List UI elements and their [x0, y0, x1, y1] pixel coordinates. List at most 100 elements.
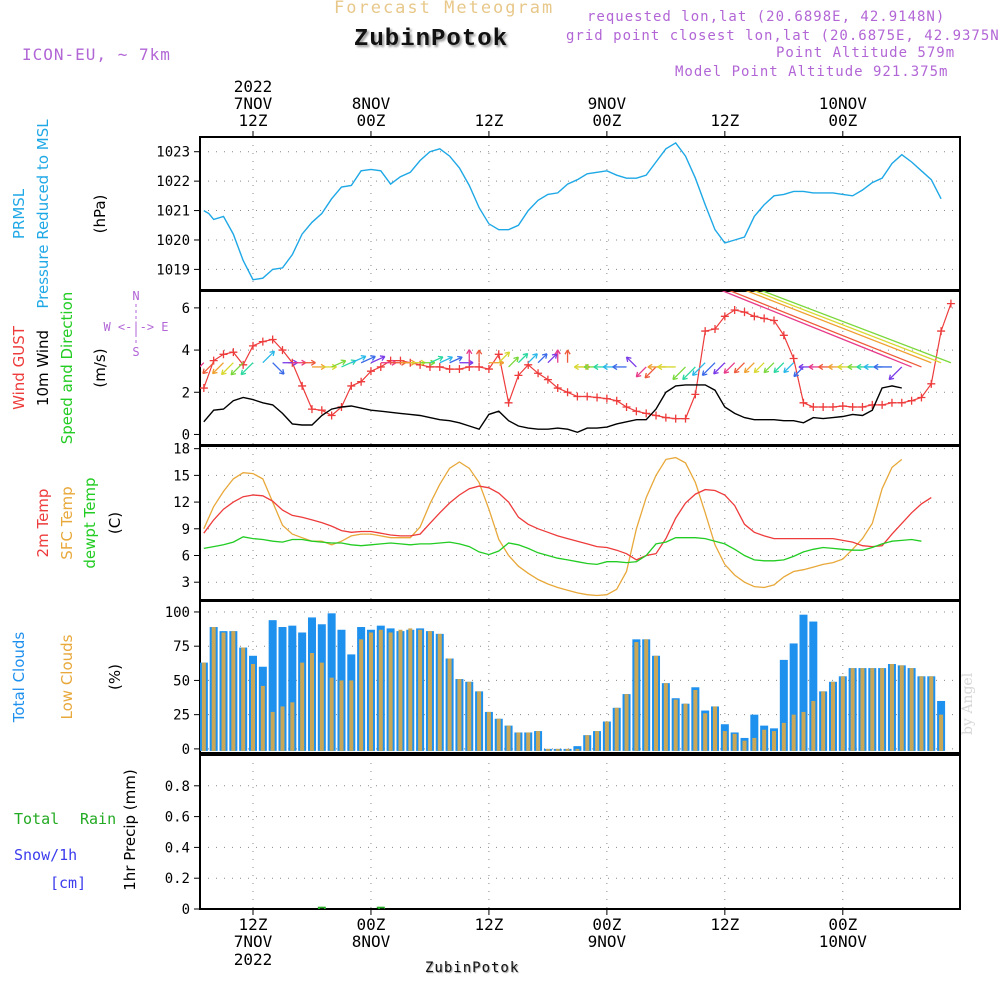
top-axis-date: 7NOV	[234, 94, 273, 113]
total-label: Total	[14, 810, 59, 828]
wind-arrow-head	[644, 372, 651, 379]
pressure-line	[203, 141, 942, 281]
gust-marker	[740, 308, 749, 317]
gust-marker	[848, 403, 857, 412]
wind-arrow-head	[269, 350, 276, 357]
wind-direction-arrow	[547, 353, 558, 364]
top-axis-date: 8NOV	[352, 94, 391, 113]
wind-arrow-head	[360, 355, 367, 361]
low-cloud-bar	[762, 729, 767, 751]
wind-arrow-head	[691, 370, 698, 376]
gust-marker	[573, 392, 582, 401]
gust-marker	[229, 348, 238, 357]
gust-marker	[760, 314, 769, 323]
wind-speed-line	[203, 384, 902, 434]
y-tick-label: 1021	[156, 204, 190, 220]
gust-marker	[642, 409, 651, 418]
wind-direction-arrow	[733, 362, 745, 374]
compass-west-east: W <-|-> E	[103, 320, 168, 334]
wind-arrow-head	[743, 367, 750, 374]
gust-marker	[691, 390, 700, 399]
low-cloud-bar	[899, 665, 904, 751]
low-cloud-bar	[614, 707, 619, 751]
y-tick-label: 18	[173, 442, 190, 458]
low-cloud-bar	[742, 740, 747, 751]
wind-arrow-head	[647, 363, 653, 371]
wind-arrow-head	[447, 355, 453, 362]
wind-gust-label: Wind GUST	[10, 325, 28, 410]
low-cloud-bar	[811, 700, 816, 751]
y-tick-label: 0.6	[165, 810, 190, 826]
gust-marker	[475, 362, 484, 371]
wind-direction-arrow	[370, 355, 386, 364]
gust-marker	[425, 362, 434, 371]
gust-marker	[819, 403, 828, 412]
gust-marker	[612, 396, 621, 405]
wind-arrow-head	[211, 368, 218, 375]
low-cloud-bar	[280, 706, 285, 751]
gust-marker	[553, 384, 562, 393]
low-cloud-bar	[683, 703, 688, 751]
gust-marker	[799, 398, 808, 407]
low-cloud-bar	[624, 694, 629, 751]
wind-arrow-head	[593, 363, 599, 371]
panel-pressure: 1019 1020 1021 1022 1023	[156, 136, 961, 291]
wind-direction-arrow	[744, 362, 755, 374]
wind-arrow-head	[541, 353, 548, 359]
low-cloud-bar	[309, 653, 314, 751]
wind-direction-arrow	[761, 291, 952, 364]
snow-label: Snow/1h	[14, 846, 77, 864]
wind-arrow-head	[808, 363, 814, 371]
low-cloud-bar	[526, 732, 531, 751]
wind-arrow-head	[733, 367, 740, 374]
pressure-unit-label: (hPa)	[91, 195, 109, 234]
gust-marker	[602, 394, 611, 403]
low-cloud-bar	[359, 639, 364, 751]
gust-marker	[504, 398, 513, 407]
gust-marker	[828, 403, 837, 412]
wind-direction-arrow	[626, 356, 637, 368]
wind-10m-label: 10m Wind	[34, 330, 52, 406]
precip-unit-label: 1hr Precip (mm)	[121, 769, 139, 890]
low-cloud-bar	[781, 722, 786, 751]
gust-marker	[907, 396, 916, 405]
low-cloud-bar	[752, 737, 757, 751]
model-label: ICON-EU, ~ 7km	[22, 45, 171, 64]
gust-marker	[750, 312, 759, 321]
meteogram-title: Forecast Meteogram	[334, 0, 555, 18]
low-cloud-bar	[673, 699, 678, 751]
panel-frame	[199, 754, 961, 910]
total-clouds-label: Total Clouds	[10, 632, 28, 724]
top-axis-hour: 00Z	[592, 111, 621, 130]
temp-unit-label: (C)	[106, 512, 124, 534]
bottom-axis-hour: 00Z	[828, 915, 857, 934]
wind-arrow-head	[798, 363, 804, 371]
y-tick-label: 25	[173, 708, 190, 724]
wind-unit-label: (m/s)	[91, 348, 109, 387]
gust-marker	[917, 393, 926, 402]
gust-line	[203, 303, 952, 420]
gust-marker	[307, 405, 316, 414]
point-altitude: Point Altitude 579m	[776, 45, 956, 61]
y-tick-label: 0.8	[165, 779, 190, 795]
gust-marker	[701, 327, 710, 336]
wind-arrow-head	[583, 363, 589, 371]
wind-arrow-head	[551, 353, 558, 359]
total-cloud-bar	[278, 627, 287, 751]
wind-arrow-head	[310, 359, 316, 366]
y-tick-label: 1023	[156, 145, 190, 161]
wind-direction-arrow	[692, 362, 706, 376]
low-cloud-bar	[427, 631, 432, 751]
gust-marker	[897, 398, 906, 407]
low-cloud-bar	[889, 663, 894, 751]
requested-location: requested lon,lat (20.6898E, 42.9148N)	[587, 9, 946, 25]
wind-arrow-head	[602, 363, 608, 371]
wind-arrow-head	[873, 363, 879, 371]
low-cloud-bar	[545, 748, 550, 751]
low-cloud-bar	[870, 668, 875, 751]
low-cloud-bar	[693, 690, 698, 751]
snow-unit-label: [cm]	[50, 874, 86, 892]
wind-arrow-head	[783, 367, 789, 374]
total-cloud-bar	[573, 746, 582, 751]
